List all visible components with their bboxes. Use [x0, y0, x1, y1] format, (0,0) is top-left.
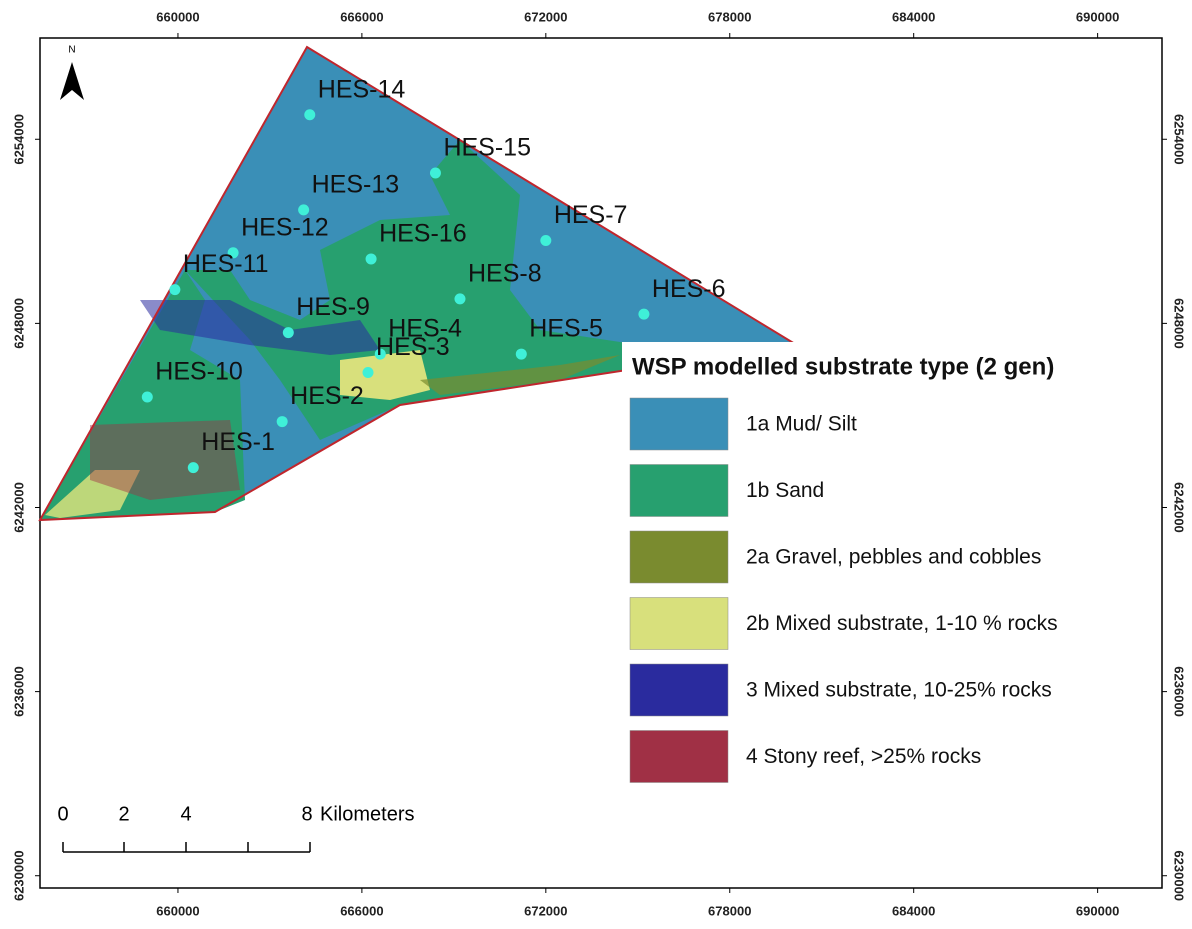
x-tick-label: 666000 — [340, 903, 383, 918]
station-point — [283, 327, 294, 338]
station-label: HES-10 — [155, 358, 243, 386]
y-tick-label: 6248000 — [11, 298, 26, 349]
station-label: HES-3 — [376, 333, 450, 361]
y-tick-label: 6230000 — [11, 850, 26, 901]
legend-swatch — [630, 664, 728, 716]
legend-title: WSP modelled substrate type (2 gen) — [632, 353, 1054, 380]
y-tick-label: 6236000 — [1172, 666, 1187, 717]
scale-unit: Kilometers — [320, 803, 414, 825]
x-tick-label: 690000 — [1076, 9, 1119, 24]
station-label: HES-12 — [241, 213, 329, 241]
station-point — [363, 367, 374, 378]
legend-label: 2b Mixed substrate, 1-10 % rocks — [746, 612, 1058, 635]
legend-label: 1b Sand — [746, 479, 824, 502]
legend-label: 2a Gravel, pebbles and cobbles — [746, 546, 1041, 569]
x-tick-label: 660000 — [156, 903, 199, 918]
y-tick-label: 6242000 — [1172, 482, 1187, 533]
station-point — [304, 109, 315, 120]
legend-label: 3 Mixed substrate, 10-25% rocks — [746, 679, 1052, 702]
legend-swatch — [630, 731, 728, 783]
station-point — [516, 349, 527, 360]
y-tick-label: 6254000 — [11, 114, 26, 165]
scale-label: 4 — [180, 803, 191, 825]
station-point — [454, 293, 465, 304]
north-label: N — [68, 45, 75, 56]
legend-label: 4 Stony reef, >25% rocks — [746, 745, 981, 768]
station-point — [142, 392, 153, 403]
scale-label: 8 — [301, 803, 312, 825]
station-label: HES-6 — [652, 275, 726, 303]
x-tick-label: 690000 — [1076, 903, 1119, 918]
scale-label: 0 — [57, 803, 68, 825]
legend: WSP modelled substrate type (2 gen) 1a M… — [622, 342, 1160, 798]
station-point — [430, 168, 441, 179]
x-tick-label: 660000 — [156, 9, 199, 24]
station-label: HES-15 — [443, 134, 531, 162]
x-tick-label: 672000 — [524, 903, 567, 918]
legend-swatch — [630, 465, 728, 517]
station-point — [540, 235, 551, 246]
station-label: HES-16 — [379, 220, 467, 248]
station-label: HES-7 — [554, 201, 628, 229]
station-point — [188, 462, 199, 473]
y-tick-label: 6230000 — [1172, 850, 1187, 901]
station-label: HES-5 — [529, 315, 603, 343]
legend-swatch — [630, 398, 728, 450]
y-tick-label: 6236000 — [11, 666, 26, 717]
legend-swatch — [630, 531, 728, 583]
x-tick-label: 684000 — [892, 903, 935, 918]
x-tick-label: 666000 — [340, 9, 383, 24]
x-tick-label: 678000 — [708, 903, 751, 918]
scale-label: 2 — [118, 803, 129, 825]
station-point — [638, 309, 649, 320]
x-tick-label: 684000 — [892, 9, 935, 24]
page: N WSP modelled substrate type (2 gen) 1a… — [0, 0, 1192, 924]
station-label: HES-2 — [290, 382, 364, 410]
station-label: HES-14 — [318, 75, 406, 103]
map: N WSP modelled substrate type (2 gen) 1a… — [0, 0, 1192, 924]
y-tick-label: 6248000 — [1172, 298, 1187, 349]
x-tick-label: 678000 — [708, 9, 751, 24]
station-label: HES-11 — [183, 250, 269, 278]
station-label: HES-8 — [468, 259, 542, 287]
legend-label: 1a Mud/ Silt — [746, 413, 857, 436]
station-label: HES-9 — [296, 293, 370, 321]
x-tick-label: 672000 — [524, 9, 567, 24]
station-label: HES-1 — [201, 428, 275, 456]
y-tick-label: 6254000 — [1172, 114, 1187, 165]
y-tick-label: 6242000 — [11, 482, 26, 533]
station-label: HES-13 — [312, 170, 400, 198]
station-point — [169, 284, 180, 295]
legend-swatch — [630, 598, 728, 650]
station-point — [277, 416, 288, 427]
station-point — [366, 253, 377, 264]
